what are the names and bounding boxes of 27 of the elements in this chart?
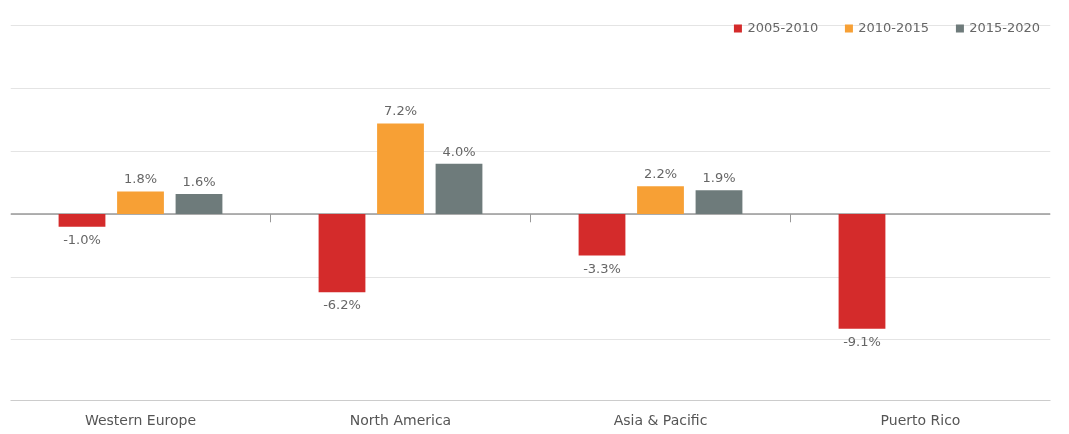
bar xyxy=(637,186,684,215)
data-label: -1.0% xyxy=(63,231,101,247)
data-label: 7.2% xyxy=(383,103,418,119)
legend-label: 2005-2010 xyxy=(747,20,819,35)
bar xyxy=(117,191,164,215)
bar xyxy=(58,214,106,227)
bar xyxy=(175,193,223,215)
bar xyxy=(578,214,626,256)
x-tick-label: Asia & Pacific xyxy=(613,411,708,428)
data-label: -3.3% xyxy=(583,260,621,276)
x-tick-label: Puerto Rico xyxy=(880,411,961,428)
data-label: -6.2% xyxy=(323,297,361,313)
x-tick-label: North America xyxy=(349,411,452,428)
data-label: 2.2% xyxy=(643,166,678,182)
x-tick-label: Western Europe xyxy=(84,411,197,428)
data-label: 1.8% xyxy=(123,171,158,187)
bar xyxy=(377,123,424,215)
legend-label: 2015-2020 xyxy=(969,20,1040,35)
bar xyxy=(318,214,366,293)
data-label: 1.9% xyxy=(702,170,736,186)
data-label: 1.6% xyxy=(182,173,216,189)
data-label: -9.1% xyxy=(843,333,881,349)
bar xyxy=(838,214,886,329)
bar xyxy=(435,163,483,215)
legend-label: 2010-2015 xyxy=(858,20,930,35)
bar xyxy=(695,190,743,215)
data-label: 4.0% xyxy=(442,143,476,159)
